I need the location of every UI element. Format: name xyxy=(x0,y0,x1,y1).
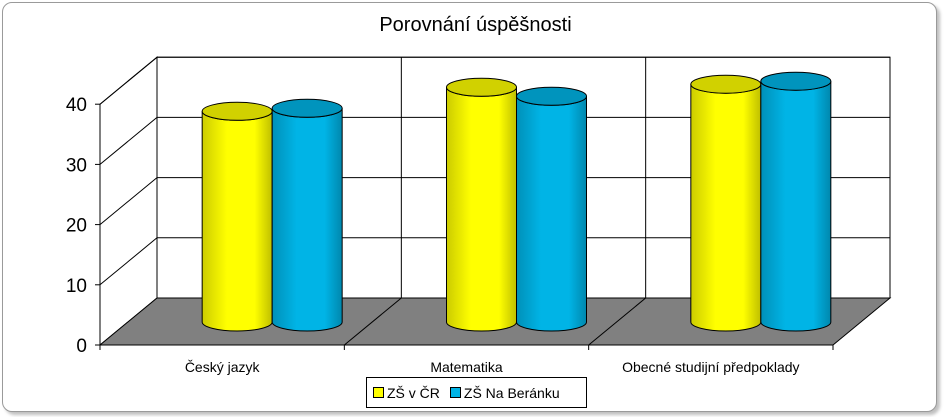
x-tick-label: Obecné studijní předpoklady xyxy=(622,359,799,375)
legend-label: ZŠ Na Beránku xyxy=(463,384,560,401)
bar-top-1-1 xyxy=(516,86,587,106)
y-tick-label: 40 xyxy=(66,95,87,116)
bar-top-0-1 xyxy=(271,98,343,118)
bar-top-1-0 xyxy=(446,77,517,97)
floor-divider xyxy=(588,297,646,346)
bar-0-1 xyxy=(271,108,343,332)
bar-2-0 xyxy=(690,84,762,332)
gridline xyxy=(99,237,158,286)
gridline xyxy=(99,177,158,225)
bar-top-0-0 xyxy=(201,101,273,121)
floor-divider xyxy=(344,297,402,346)
bar-2-1 xyxy=(760,81,832,332)
bar-top-2-1 xyxy=(760,71,832,91)
bar-0-0 xyxy=(201,111,273,332)
legend-item: ZŠ v ČR xyxy=(373,385,440,401)
y-tick-label: 10 xyxy=(66,276,87,297)
bar-1-0 xyxy=(446,87,517,332)
gridline xyxy=(99,117,158,165)
bar-1-1 xyxy=(516,96,587,332)
legend-swatch xyxy=(373,387,384,398)
legend-item: ZŠ Na Beránku xyxy=(449,384,560,401)
x-tick-label: Matematika xyxy=(430,359,503,375)
x-tick-label: Český jazyk xyxy=(185,359,261,375)
bar-top-2-0 xyxy=(690,74,762,94)
y-tick-label: 0 xyxy=(76,336,87,357)
gridline xyxy=(99,56,158,105)
legend: ZŠ v ČR ZŠ Na Beránku xyxy=(366,377,587,408)
legend-label: ZŠ v ČR xyxy=(387,384,440,401)
chart-title: Porovnání úspěšnosti xyxy=(379,14,572,36)
y-tick-label: 30 xyxy=(66,155,87,176)
legend-swatch xyxy=(449,387,461,398)
y-tick-label: 20 xyxy=(66,216,87,237)
